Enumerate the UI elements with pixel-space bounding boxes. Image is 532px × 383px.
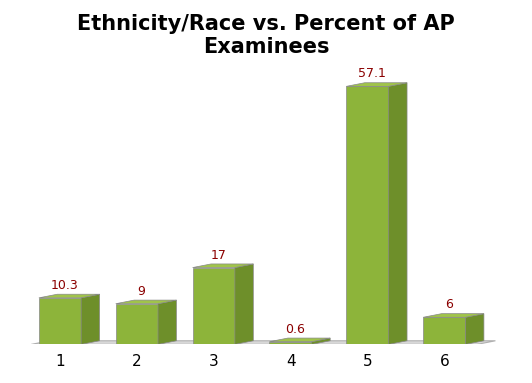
Polygon shape <box>423 314 484 317</box>
Polygon shape <box>81 294 99 344</box>
Polygon shape <box>158 300 177 344</box>
Polygon shape <box>346 83 407 86</box>
Text: 17: 17 <box>211 249 226 262</box>
Text: 57.1: 57.1 <box>358 67 386 80</box>
Polygon shape <box>312 338 330 344</box>
Text: 10.3: 10.3 <box>51 279 79 292</box>
Polygon shape <box>39 294 99 298</box>
Bar <box>193 268 235 344</box>
Text: 0.6: 0.6 <box>285 323 305 336</box>
Bar <box>116 304 158 344</box>
Title: Ethnicity/Race vs. Percent of AP
Examinees: Ethnicity/Race vs. Percent of AP Examine… <box>77 14 455 57</box>
Polygon shape <box>235 264 253 344</box>
Polygon shape <box>388 83 407 344</box>
Polygon shape <box>31 341 495 344</box>
Polygon shape <box>466 314 484 344</box>
Bar <box>39 298 81 344</box>
Bar <box>423 317 466 344</box>
Bar <box>346 86 388 344</box>
Text: 6: 6 <box>445 298 453 311</box>
Polygon shape <box>270 338 330 342</box>
Text: 9: 9 <box>138 285 145 298</box>
Polygon shape <box>193 264 253 268</box>
Polygon shape <box>116 300 177 304</box>
Bar <box>270 342 312 344</box>
